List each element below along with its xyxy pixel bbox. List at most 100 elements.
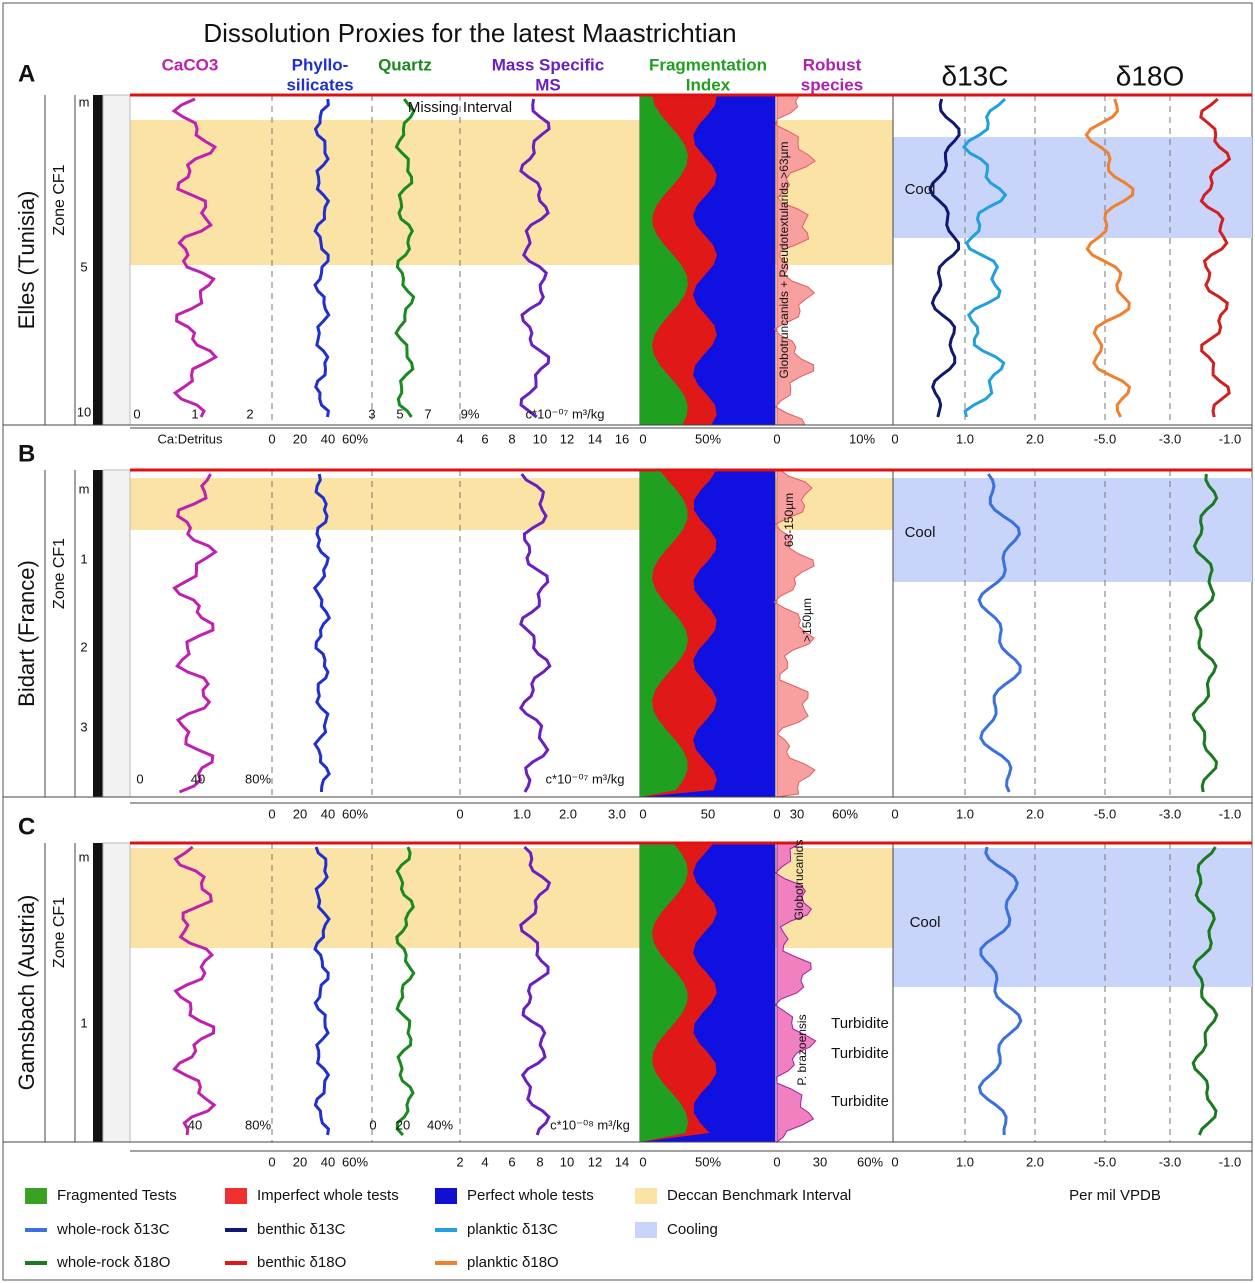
annotation: Turbidite [831,1015,889,1032]
axis-tick-label: 20 [293,431,307,446]
depth-label: m [79,849,90,864]
robust-species [774,842,817,1144]
strat-column [93,843,103,1142]
panel-letter: C [18,813,35,840]
axis-tick-label: 2.0 [1026,1154,1044,1169]
legend-label: benthic δ13C [257,1221,346,1238]
axis-tick-label: 60% [832,806,858,821]
column-header: Index [686,75,731,94]
annotation: P. brazoensis [795,1014,809,1085]
axis-tick-label: 20 [293,1154,307,1169]
axis-tick-label: 14 [588,431,602,446]
axis-tick-label: 2.0 [559,806,577,821]
legend-swatch [635,1188,657,1204]
inner-tick-label: 40 [191,771,205,786]
fragmented-tests [640,470,688,797]
legend-swatch [225,1188,247,1204]
axis-tick-label: 0 [891,431,898,446]
legend-swatch [25,1188,47,1204]
proxy-curve [312,473,332,793]
proxy-curve [394,98,416,418]
axis-tick-label: -5.0 [1094,1154,1116,1169]
axis-tick-label: -5.0 [1094,431,1116,446]
axis-tick-label: 40 [321,806,335,821]
axis-tick-label: 0 [456,806,463,821]
axis-tick-label: 0 [773,806,780,821]
axis-tick-label: 14 [615,1154,629,1169]
inner-tick-label: 40% [427,1117,453,1132]
annotation: Globotruncanids + Pseudotextularids >63µ… [777,141,791,378]
axis-tick-label: 50 [701,806,715,821]
strat-column [93,470,103,797]
inner-tick-label: 5 [396,406,403,421]
axis-tick-label: 60% [342,431,368,446]
axis-tick-label: 10 [560,1154,574,1169]
axis-tick-label: 1.0 [513,806,531,821]
legend: Fragmented Tests Imperfect whole tests Per… [25,1187,1161,1271]
proxy-curve [171,97,219,418]
annotation: >150µm [800,598,814,642]
inner-tick-label: 1 [191,406,198,421]
legend-label: planktic δ18O [467,1254,559,1271]
panel-letter: A [18,60,35,87]
column-header: species [801,75,863,94]
axis-tick-label: 0 [639,431,646,446]
column-header: Mass Specific [492,55,604,74]
lithology [102,469,131,798]
legend-swatch [435,1188,457,1204]
annotation: 63-150µm [782,493,796,547]
axis-tick-label: 0 [639,1154,646,1169]
site-label: Bidart (France) [14,560,39,707]
depth-label: 2 [80,639,87,654]
axis-label: Per mil VPDB [1069,1187,1161,1204]
proxy-curve [977,846,1023,1136]
legend-swatch [635,1222,657,1238]
axis-tick-label: 1.0 [956,431,974,446]
depth-label: 1 [80,1015,87,1030]
legend-label: Deccan Benchmark Interval [667,1187,851,1204]
axis-tick-label: 0 [891,806,898,821]
proxy-curve [313,98,331,418]
inner-tick-label: 9% [461,406,480,421]
axis-tick-label: 2.0 [1026,431,1044,446]
axis-tick-label: -3.0 [1159,431,1181,446]
proxy-curve [1084,98,1135,418]
inner-tick-label: c*10⁻⁰⁷ m³/kg [526,406,605,421]
column-header: CaCO3 [162,55,219,74]
axis-tick-label: 40 [321,1154,335,1169]
annotation: Globotrucanids [792,840,806,921]
zone-label: Zone CF1 [51,164,68,235]
axis-tick-label: 12 [588,1154,602,1169]
proxy-curve [1191,473,1219,793]
annotation: Turbidite [831,1093,889,1110]
axis-tick-label: 16 [615,431,629,446]
axis-tick-label: 4 [456,431,463,446]
axis-tick-label: -3.0 [1159,806,1181,821]
site-label: Gamsbach (Austria) [14,895,39,1091]
lithology [102,842,131,1143]
axis-tick-label: 50% [695,1154,721,1169]
axis-tick-label: 8 [508,431,515,446]
cooling-band [893,478,1252,582]
inner-tick-label: 40 [188,1117,202,1132]
inner-tick-label: 3 [368,406,375,421]
robust-species [773,94,816,426]
proxy-curve [518,473,552,793]
inner-tick-label: 0 [133,406,140,421]
robust-species [773,469,816,798]
proxy-curve [172,845,217,1136]
axis-tick-label: -3.0 [1159,1154,1181,1169]
axis-tick-label: -1.0 [1219,806,1241,821]
proxy-curve [1191,846,1219,1136]
annotation: Cool [910,914,941,931]
axis-tick-label: Ca:Detritus [157,431,223,446]
depth-label: m [79,481,90,496]
column-header: Fragmentation [649,55,767,74]
zone-label: Zone CF1 [51,538,68,609]
axis-tick-label: 0 [891,1154,898,1169]
axis-tick-label: 3.0 [608,806,626,821]
legend-label: whole-rock δ13C [56,1221,170,1238]
proxy-curve [313,846,331,1136]
